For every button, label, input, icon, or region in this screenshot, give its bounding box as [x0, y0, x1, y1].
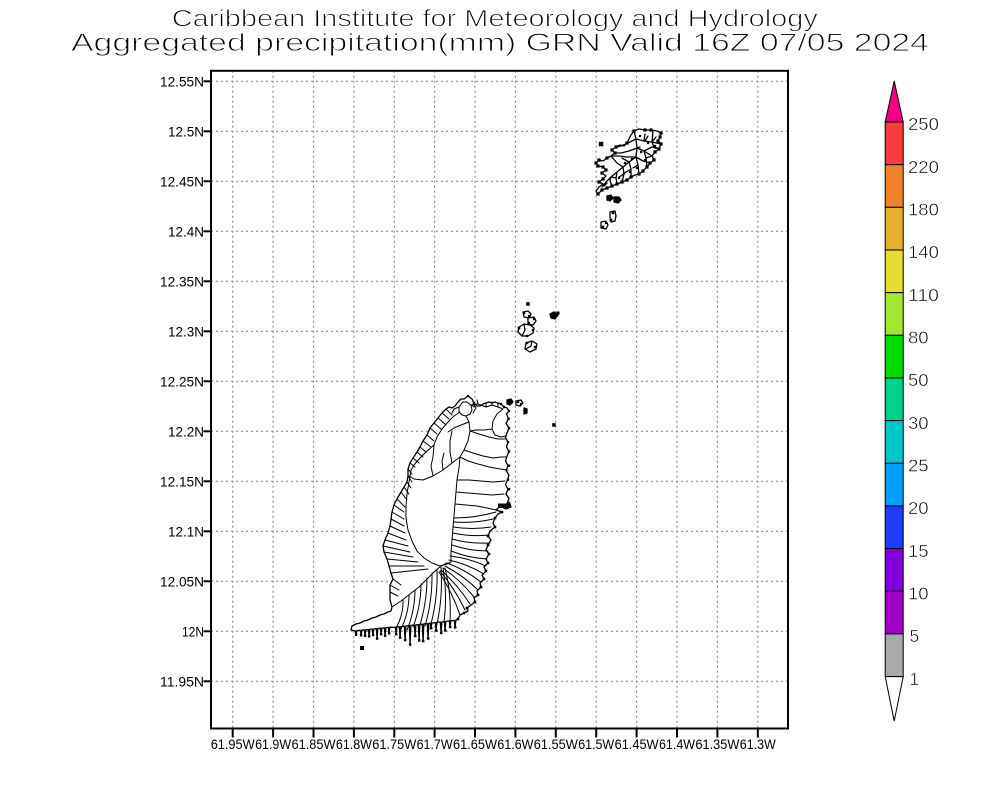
- svg-text:30: 30: [908, 413, 929, 433]
- svg-text:140: 140: [908, 242, 939, 262]
- svg-text:250: 250: [908, 114, 939, 134]
- svg-text:Aggregated precipitation(mm) G: Aggregated precipitation(mm) GRN Valid 1…: [71, 29, 929, 57]
- svg-text:61.3W: 61.3W: [740, 736, 777, 752]
- svg-text:5: 5: [910, 626, 920, 646]
- svg-text:12.4N: 12.4N: [168, 223, 204, 239]
- svg-text:12.45N: 12.45N: [160, 173, 204, 189]
- svg-text:61.85W: 61.85W: [292, 736, 337, 752]
- svg-text:61.35W: 61.35W: [695, 736, 740, 752]
- svg-text:61.8W: 61.8W: [336, 736, 373, 752]
- svg-text:12N: 12N: [182, 623, 204, 639]
- svg-text:12.1N: 12.1N: [168, 523, 204, 539]
- svg-text:220: 220: [908, 157, 939, 177]
- svg-text:12.2N: 12.2N: [168, 423, 204, 439]
- svg-text:12.15N: 12.15N: [160, 473, 204, 489]
- svg-text:Caribbean Institute for Meteor: Caribbean Institute for Meteorology and …: [172, 6, 818, 33]
- svg-text:12.55N: 12.55N: [160, 73, 204, 89]
- svg-text:20: 20: [908, 498, 929, 518]
- svg-text:61.4W: 61.4W: [659, 736, 696, 752]
- svg-text:10: 10: [908, 584, 929, 604]
- svg-text:12.3N: 12.3N: [168, 323, 204, 339]
- svg-text:61.75W: 61.75W: [372, 736, 417, 752]
- svg-text:50: 50: [908, 370, 929, 390]
- svg-text:12.5N: 12.5N: [168, 123, 204, 139]
- svg-text:12.35N: 12.35N: [160, 273, 204, 289]
- svg-text:1: 1: [910, 669, 920, 689]
- svg-text:15: 15: [908, 541, 929, 561]
- svg-text:12.25N: 12.25N: [160, 373, 204, 389]
- svg-text:61.5W: 61.5W: [578, 736, 615, 752]
- svg-text:61.55W: 61.55W: [534, 736, 579, 752]
- svg-text:110: 110: [908, 285, 939, 305]
- svg-text:80: 80: [908, 328, 929, 348]
- svg-text:61.7W: 61.7W: [417, 736, 454, 752]
- svg-text:11.95N: 11.95N: [160, 673, 204, 689]
- svg-text:25: 25: [908, 456, 929, 476]
- svg-text:61.95W: 61.95W: [211, 736, 256, 752]
- svg-text:61.45W: 61.45W: [615, 736, 660, 752]
- svg-text:61.65W: 61.65W: [453, 736, 498, 752]
- svg-text:61.9W: 61.9W: [255, 736, 292, 752]
- svg-text:12.05N: 12.05N: [160, 573, 204, 589]
- svg-text:61.6W: 61.6W: [497, 736, 534, 752]
- svg-text:180: 180: [908, 200, 939, 220]
